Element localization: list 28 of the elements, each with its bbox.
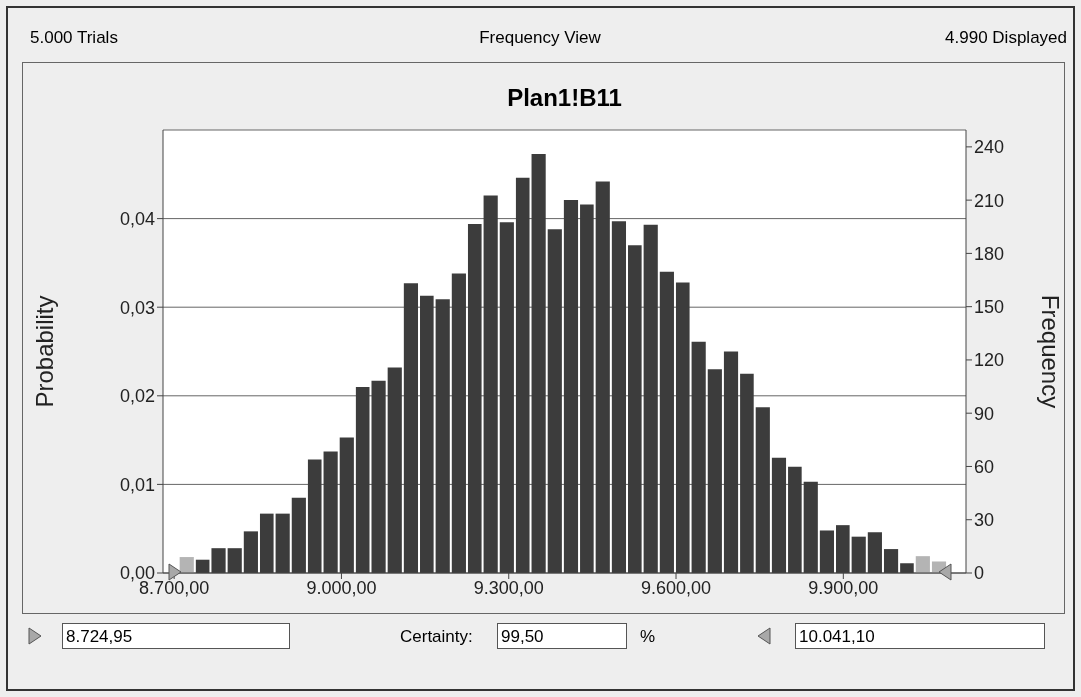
y2-axis-title: Frequency [1037,294,1065,409]
y2-tick-label: 240 [974,137,1005,158]
y2-tick-label: 120 [974,350,1005,371]
y-axis-title: Probability [30,295,58,408]
x-tick-label: 9.600,00 [640,577,712,598]
y2-tick-label: 150 [974,297,1005,318]
y2-tick-label: 180 [974,243,1005,264]
y-tick-label: 0,01 [119,474,155,495]
y2-tick-label: 90 [974,403,995,424]
text: Frequency View [478,28,602,48]
text: 99,50 [497,623,627,649]
y2-tick-label: 30 [974,510,995,531]
y2-tick-label: 60 [974,456,995,477]
y2-tick-label: 0 [974,563,985,584]
text: 8.724,95 [62,623,290,649]
x-tick-label: 9.900,00 [808,577,879,598]
chart-title: Plan1!B11 [506,84,623,112]
y-tick-label: 0,04 [119,208,155,229]
text: Certainty: [400,627,473,647]
text: 4.990 Displayed [945,28,1067,48]
text: % [640,627,656,647]
text: 10.041,10 [795,623,1045,649]
y-tick-label: 0,02 [119,386,155,407]
y2-tick-label: 210 [974,190,1005,211]
text: 5.000 Trials [30,28,118,48]
x-tick-label: 9.300,00 [473,577,544,598]
x-tick-label: 9.000,00 [306,577,377,598]
y-tick-label: 0,03 [119,297,155,318]
